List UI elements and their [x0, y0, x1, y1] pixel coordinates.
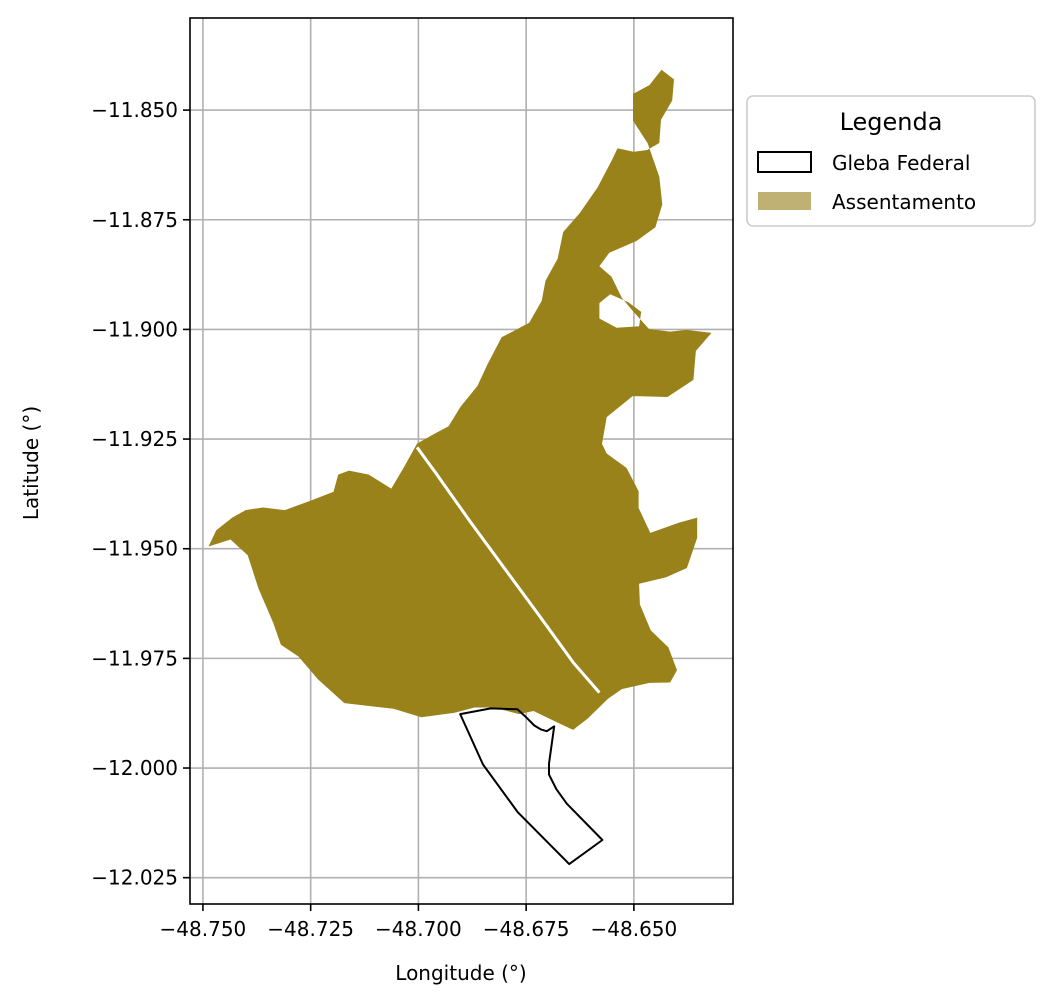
plot-frame: [189, 17, 734, 905]
legend-title: Legenda: [840, 108, 943, 136]
x-tick-label-0: −48.750: [160, 917, 247, 941]
gridlines: [190, 18, 733, 904]
assentamento-polygon: [208, 69, 712, 730]
y-tick-label-0: −11.850: [91, 98, 178, 122]
legend-swatch-assentamento: [758, 192, 811, 210]
legend-swatch-gleba-federal: [757, 151, 812, 173]
x-tick-label-2: −48.700: [375, 917, 462, 941]
x-tick-label-4: −48.650: [591, 917, 678, 941]
legend-box: [746, 95, 1036, 227]
gleba-federal-polygon: [459, 707, 604, 866]
y-tick-label-5: −11.975: [91, 646, 178, 670]
y-tick-label-3: −11.925: [91, 427, 178, 451]
x-axis-label: Longitude (°): [395, 961, 526, 985]
x-tick-label-1: −48.725: [267, 917, 354, 941]
x-tick-label-3: −48.675: [483, 917, 570, 941]
y-axis-label: Latitude (°): [19, 406, 43, 520]
y-tick-label-1: −11.875: [91, 208, 178, 232]
legend-label-gleba-federal: Gleba Federal: [832, 151, 970, 175]
y-tick-label-7: −12.025: [91, 866, 178, 890]
y-tick-label-4: −11.950: [91, 537, 178, 561]
legend-label-assentamento: Assentamento: [832, 190, 976, 214]
legend: Legenda Gleba Federal Assentamento: [746, 95, 1036, 227]
y-axis-ticks: −11.850 −11.875 −11.900 −11.925 −11.950 −11.9…: [91, 98, 190, 890]
y-tick-label-6: −12.000: [91, 756, 178, 780]
road-line: [415, 446, 601, 694]
y-tick-label-2: −11.900: [91, 317, 178, 341]
map-layers: [208, 69, 712, 866]
x-axis-ticks: −48.750 −48.725 −48.700 −48.675 −48.650: [160, 904, 678, 941]
